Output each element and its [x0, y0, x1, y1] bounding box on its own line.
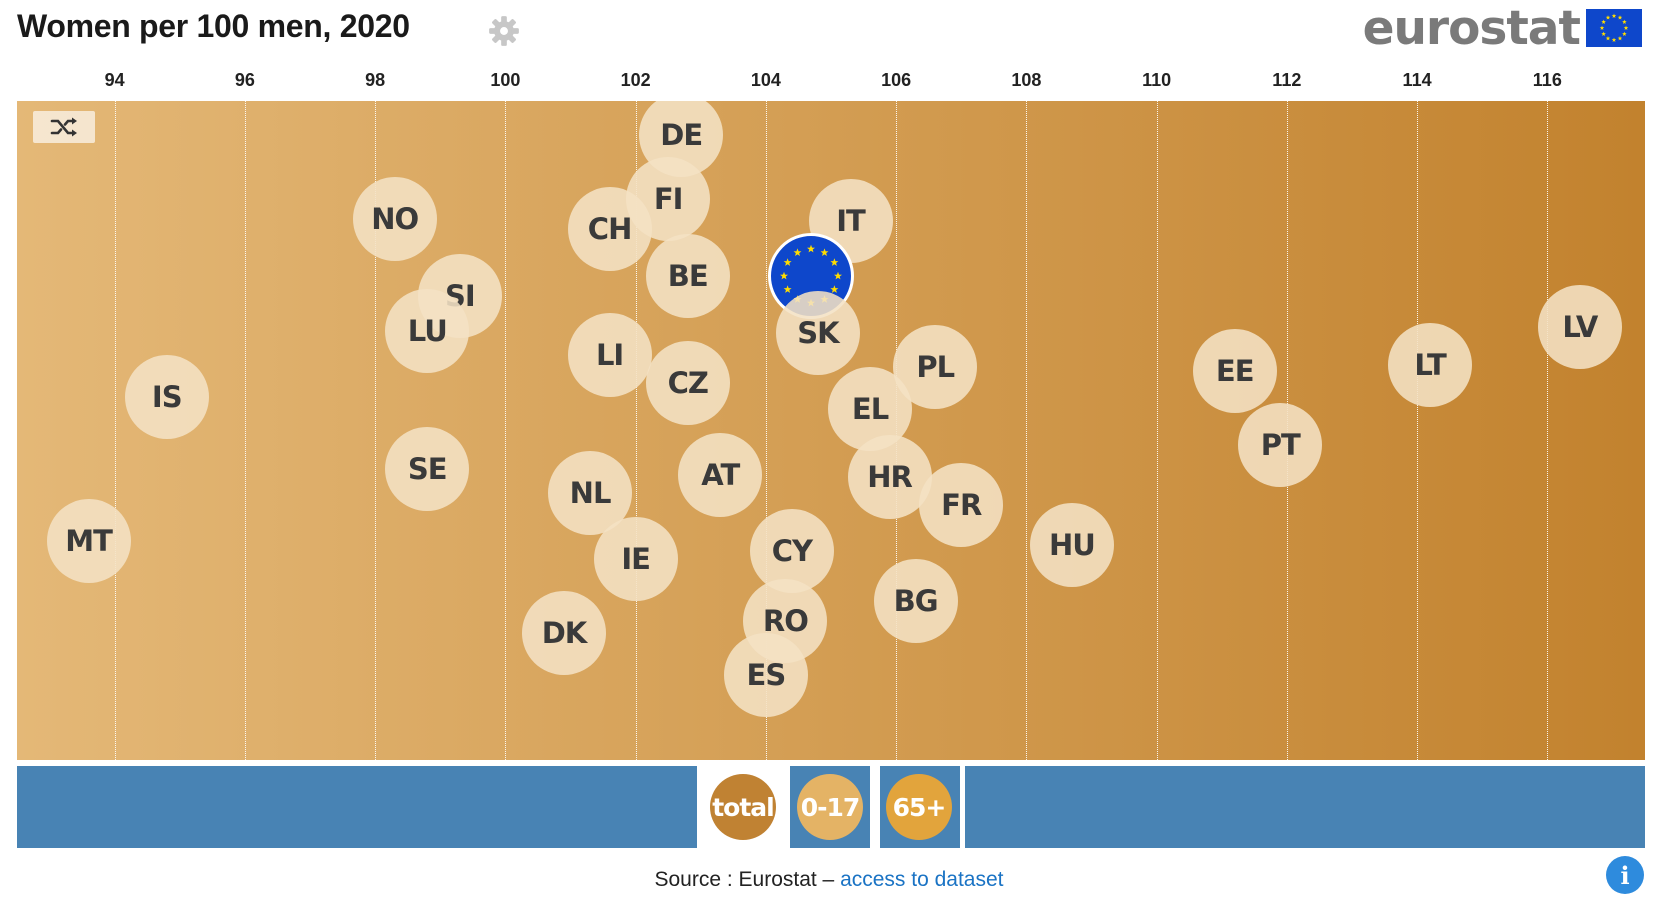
- country-bubble[interactable]: BE: [645, 234, 730, 318]
- country-bubble[interactable]: IS: [124, 355, 209, 439]
- shuffle-button[interactable]: [33, 111, 95, 143]
- gridline: [765, 101, 767, 760]
- selector-bar-right: [965, 766, 1645, 848]
- country-bubble[interactable]: ES: [723, 633, 808, 717]
- selector-bar-left: [17, 766, 697, 848]
- x-tick-label: 102: [620, 70, 651, 90]
- shuffle-icon: [50, 117, 77, 137]
- country-bubble[interactable]: CH: [567, 187, 652, 271]
- gridline: [375, 101, 377, 760]
- gridline: [505, 101, 507, 760]
- x-tick-label: 100: [490, 70, 521, 90]
- x-tick-label: 116: [1532, 70, 1562, 90]
- country-bubble[interactable]: EE: [1192, 329, 1277, 413]
- x-tick-label: 98: [365, 70, 386, 90]
- age-65-plus-button[interactable]: 65+: [886, 774, 952, 840]
- country-bubble[interactable]: HU: [1029, 503, 1114, 587]
- gridline: [1156, 101, 1158, 760]
- country-bubble[interactable]: IE: [593, 517, 678, 601]
- x-tick-label: 104: [750, 70, 781, 90]
- gear-icon[interactable]: [487, 14, 521, 48]
- country-bubble[interactable]: LV: [1537, 285, 1622, 369]
- country-bubble[interactable]: BG: [873, 559, 958, 643]
- gridline: [1417, 101, 1419, 760]
- country-bubble[interactable]: MT: [46, 499, 131, 583]
- eu-flag-icon: [1586, 9, 1642, 47]
- country-bubble[interactable]: HR: [847, 435, 932, 519]
- gridline: [1026, 101, 1028, 760]
- country-bubble[interactable]: NO: [352, 177, 437, 261]
- logo-text: eurostat: [1362, 0, 1581, 56]
- country-bubble[interactable]: CZ: [645, 341, 730, 425]
- x-tick-label: 106: [881, 70, 912, 90]
- dataset-link[interactable]: access to dataset: [840, 868, 1004, 891]
- country-bubble[interactable]: PT: [1238, 403, 1323, 487]
- country-bubble[interactable]: AT: [678, 433, 763, 517]
- country-bubble[interactable]: FR: [919, 463, 1004, 547]
- gridline: [244, 101, 246, 760]
- x-tick-label: 112: [1272, 70, 1302, 90]
- total-button[interactable]: total: [710, 774, 776, 840]
- gridline: [635, 101, 637, 760]
- x-tick-label: 96: [234, 70, 255, 90]
- country-bubble[interactable]: SE: [385, 427, 470, 511]
- eurostat-logo: eurostat: [1363, 1, 1642, 56]
- source-text: Source : Eurostat –: [654, 868, 841, 891]
- plot-area: DE FI CH NO IT BE SI LU SK LI CZ PL IS EL EE LT LV PT SE NL…: [17, 101, 1645, 760]
- x-tick-label: 114: [1402, 70, 1432, 90]
- age-0-17-button[interactable]: 0-17: [797, 774, 863, 840]
- source-line: Source : Eurostat – access to dataset: [0, 868, 1658, 892]
- x-tick-label: 94: [104, 70, 125, 90]
- country-bubble[interactable]: LI: [567, 313, 652, 397]
- gridline: [114, 101, 116, 760]
- x-tick-label: 108: [1011, 70, 1042, 90]
- country-bubble[interactable]: SK: [775, 291, 860, 375]
- x-axis: 94 96 98 100 102 104 106 108 110 112 114 116: [0, 66, 1658, 96]
- gridline: [1547, 101, 1549, 760]
- country-bubble[interactable]: DK: [522, 591, 606, 675]
- x-tick-label: 110: [1142, 70, 1172, 90]
- country-bubble[interactable]: LU: [385, 289, 470, 373]
- info-icon[interactable]: i: [1606, 856, 1644, 894]
- chart-title: Women per 100 men, 2020: [17, 8, 410, 44]
- country-bubble[interactable]: LT: [1388, 323, 1473, 407]
